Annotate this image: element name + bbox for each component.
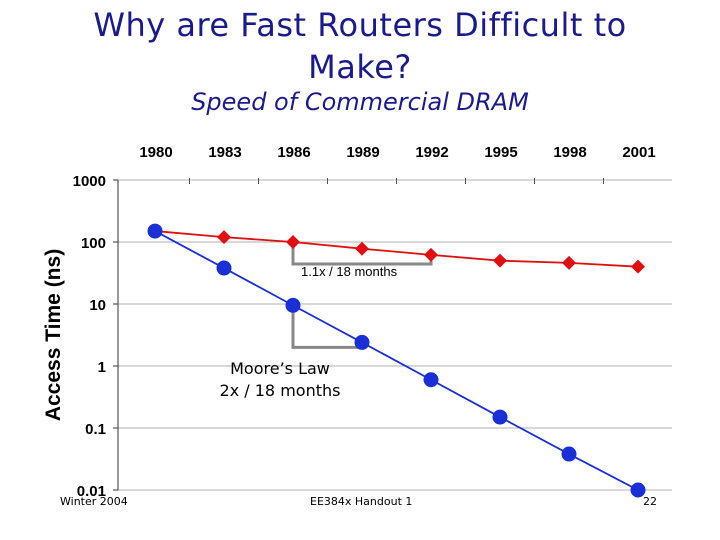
moore-data-point bbox=[630, 482, 646, 498]
y-tick-label: 0.1 bbox=[85, 421, 106, 438]
moore-data-point bbox=[216, 260, 232, 276]
footer-date: Winter 2004 bbox=[60, 495, 128, 508]
dram-growth-bracket bbox=[291, 242, 433, 266]
footer-course: EE384x Handout 1 bbox=[310, 495, 413, 508]
moore-law-label: Moore’s Law bbox=[230, 359, 330, 378]
x-tick-label: 1983 bbox=[208, 144, 241, 161]
grid-lines bbox=[113, 179, 672, 491]
dram-data-point bbox=[424, 247, 438, 262]
dram-data-point bbox=[493, 253, 507, 268]
x-tick-label: 1980 bbox=[139, 144, 172, 161]
x-tick-label: 1986 bbox=[277, 144, 310, 161]
footer-page-number: 22 bbox=[643, 495, 657, 508]
slide-title: Why are Fast Routers Difficult to Make? bbox=[93, 6, 627, 86]
y-tick-label: 1 bbox=[98, 359, 106, 376]
series bbox=[147, 223, 646, 498]
dram-data-point bbox=[217, 230, 231, 245]
dram-series-line bbox=[154, 230, 639, 268]
x-tick-label: 1989 bbox=[346, 144, 379, 161]
slide-subtitle: Speed of Commercial DRAM bbox=[191, 88, 529, 116]
moore-data-point bbox=[561, 446, 577, 462]
moore-data-point bbox=[492, 409, 508, 425]
moore-data-point bbox=[147, 223, 163, 239]
x-tick-label: 1995 bbox=[484, 144, 517, 161]
dram-data-point bbox=[286, 235, 300, 249]
plot-area-frame bbox=[118, 168, 666, 498]
y-tick-label: 1000 bbox=[73, 173, 106, 190]
y-tick-label: 0.01 bbox=[77, 483, 106, 500]
y-tick-labels: 1000 100 10 1 0.1 0.01 bbox=[73, 173, 106, 500]
moore-series-line bbox=[154, 230, 639, 491]
moore-law-rate-label: 2x / 18 months bbox=[220, 381, 341, 400]
moore-data-point bbox=[423, 372, 439, 388]
moore-data-point bbox=[285, 297, 301, 313]
dram-data-point bbox=[631, 259, 645, 274]
y-axis-label: Access Time (ns) bbox=[42, 249, 65, 421]
x-tick-label: 2001 bbox=[622, 144, 655, 161]
y-tick-label: 100 bbox=[81, 235, 106, 252]
moore-growth-bracket bbox=[291, 305, 362, 349]
annotations: 1.1x / 18 months Moore’s Law 2x / 18 month… bbox=[220, 242, 433, 400]
dram-data-point bbox=[355, 241, 369, 256]
dram-growth-label: 1.1x / 18 months bbox=[301, 264, 398, 279]
x-tick-label: 1992 bbox=[415, 144, 448, 161]
moore-data-point bbox=[354, 334, 370, 350]
dram-data-point bbox=[562, 255, 576, 270]
x-tick-labels: 1980 1983 1986 1989 1992 1995 1998 2001 bbox=[139, 144, 656, 184]
y-tick-label: 10 bbox=[89, 297, 106, 314]
x-tick-label: 1998 bbox=[553, 144, 586, 161]
